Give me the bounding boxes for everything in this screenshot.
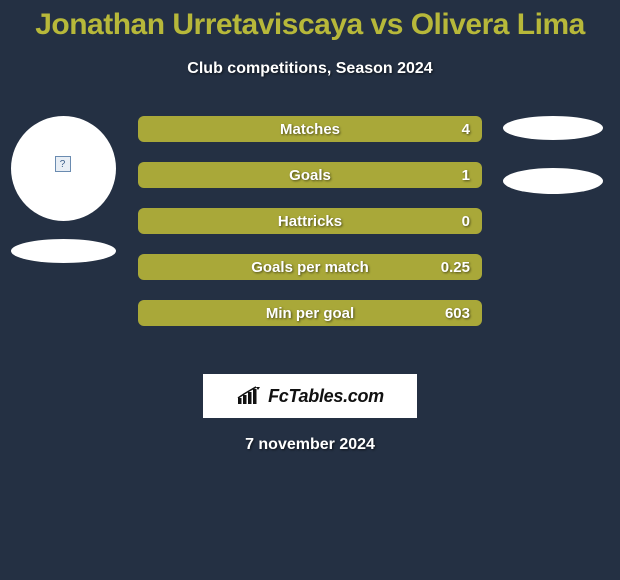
stat-row-matches: Matches 4	[138, 116, 482, 142]
logo-text: FcTables.com	[268, 386, 384, 407]
stat-row-goals: Goals 1	[138, 162, 482, 188]
stat-row-min-per-goal: Min per goal 603	[138, 300, 482, 326]
page-title: Jonathan Urretaviscaya vs Olivera Lima	[0, 0, 620, 42]
logo-chart-icon	[236, 386, 262, 406]
comparison-content: ? Matches 4 Goals 1 Hattricks 0 Goals pe…	[0, 116, 620, 346]
player-right-avatar	[498, 116, 608, 194]
stat-value: 4	[462, 121, 470, 138]
stats-list: Matches 4 Goals 1 Hattricks 0 Goals per …	[138, 116, 482, 326]
stat-label: Goals	[289, 167, 331, 184]
stat-label: Matches	[280, 121, 340, 138]
avatar-ellipse-top	[503, 116, 603, 140]
avatar-shadow	[11, 239, 116, 263]
avatar-ellipse-bottom	[503, 168, 603, 194]
stat-value: 0.25	[441, 259, 470, 276]
stat-label: Goals per match	[251, 259, 369, 276]
broken-image-icon: ?	[55, 156, 71, 172]
logo-box[interactable]: FcTables.com	[203, 374, 417, 418]
stat-row-goals-per-match: Goals per match 0.25	[138, 254, 482, 280]
stat-value: 1	[462, 167, 470, 184]
date-line: 7 november 2024	[0, 436, 620, 454]
stat-value: 603	[445, 305, 470, 322]
stat-label: Min per goal	[266, 305, 354, 322]
avatar-circle: ?	[11, 116, 116, 221]
stat-row-hattricks: Hattricks 0	[138, 208, 482, 234]
stat-value: 0	[462, 213, 470, 230]
player-left-avatar: ?	[8, 116, 118, 263]
subtitle: Club competitions, Season 2024	[0, 60, 620, 78]
stat-label: Hattricks	[278, 213, 342, 230]
